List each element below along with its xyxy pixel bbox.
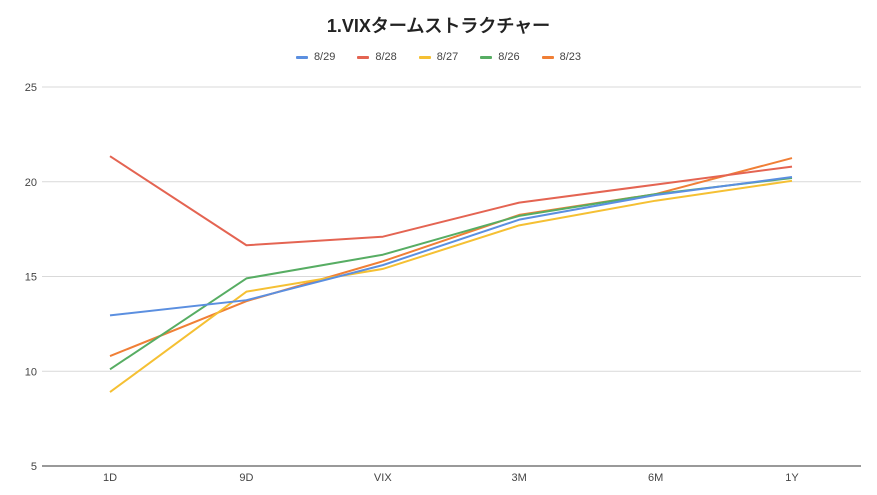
legend-item-2[interactable]: 8/28	[357, 51, 397, 63]
legend-label: 8/29	[313, 51, 336, 63]
series-line-8-23[interactable]	[109, 157, 793, 358]
y-tick-label: 25	[25, 82, 37, 94]
legend-label: 8/23	[559, 51, 582, 63]
y-tick-label: 20	[25, 177, 37, 189]
x-tick-label: 3M	[512, 472, 527, 484]
x-tick-label: 6M	[648, 472, 663, 484]
chart-title: 1.VIXタームストラクチャー	[326, 16, 551, 36]
y-tick-label: 15	[25, 272, 37, 284]
x-tick-label: 1Y	[785, 472, 799, 484]
legend-label: 8/27	[436, 51, 459, 63]
legend-swatch	[541, 55, 554, 59]
y-tick-label: 5	[31, 461, 37, 473]
legend-item-1[interactable]: 8/29	[295, 51, 336, 63]
series-line-8-27[interactable]	[109, 179, 793, 393]
legend-item-4[interactable]: 8/26	[480, 51, 520, 63]
x-tick-label: 1D	[103, 472, 117, 484]
legend-label: 8/26	[498, 51, 520, 63]
legend-item-3[interactable]: 8/27	[418, 51, 459, 63]
series-line-8-28[interactable]	[109, 155, 793, 247]
legend-swatch	[357, 55, 370, 59]
legend-swatch	[480, 55, 493, 59]
legend: 8/29 8/28 8/27 8/26 8/23	[0, 51, 877, 63]
y-tick-label: 10	[25, 366, 37, 378]
series-line-8-26[interactable]	[109, 176, 793, 371]
legend-swatch	[295, 55, 308, 59]
legend-swatch	[418, 55, 431, 59]
legend-item-5[interactable]: 8/23	[541, 51, 582, 63]
x-tick-label: VIX	[374, 472, 392, 484]
x-tick-label: 9D	[239, 472, 253, 484]
legend-label: 8/28	[375, 51, 397, 63]
series-line-8-29[interactable]	[109, 176, 793, 317]
